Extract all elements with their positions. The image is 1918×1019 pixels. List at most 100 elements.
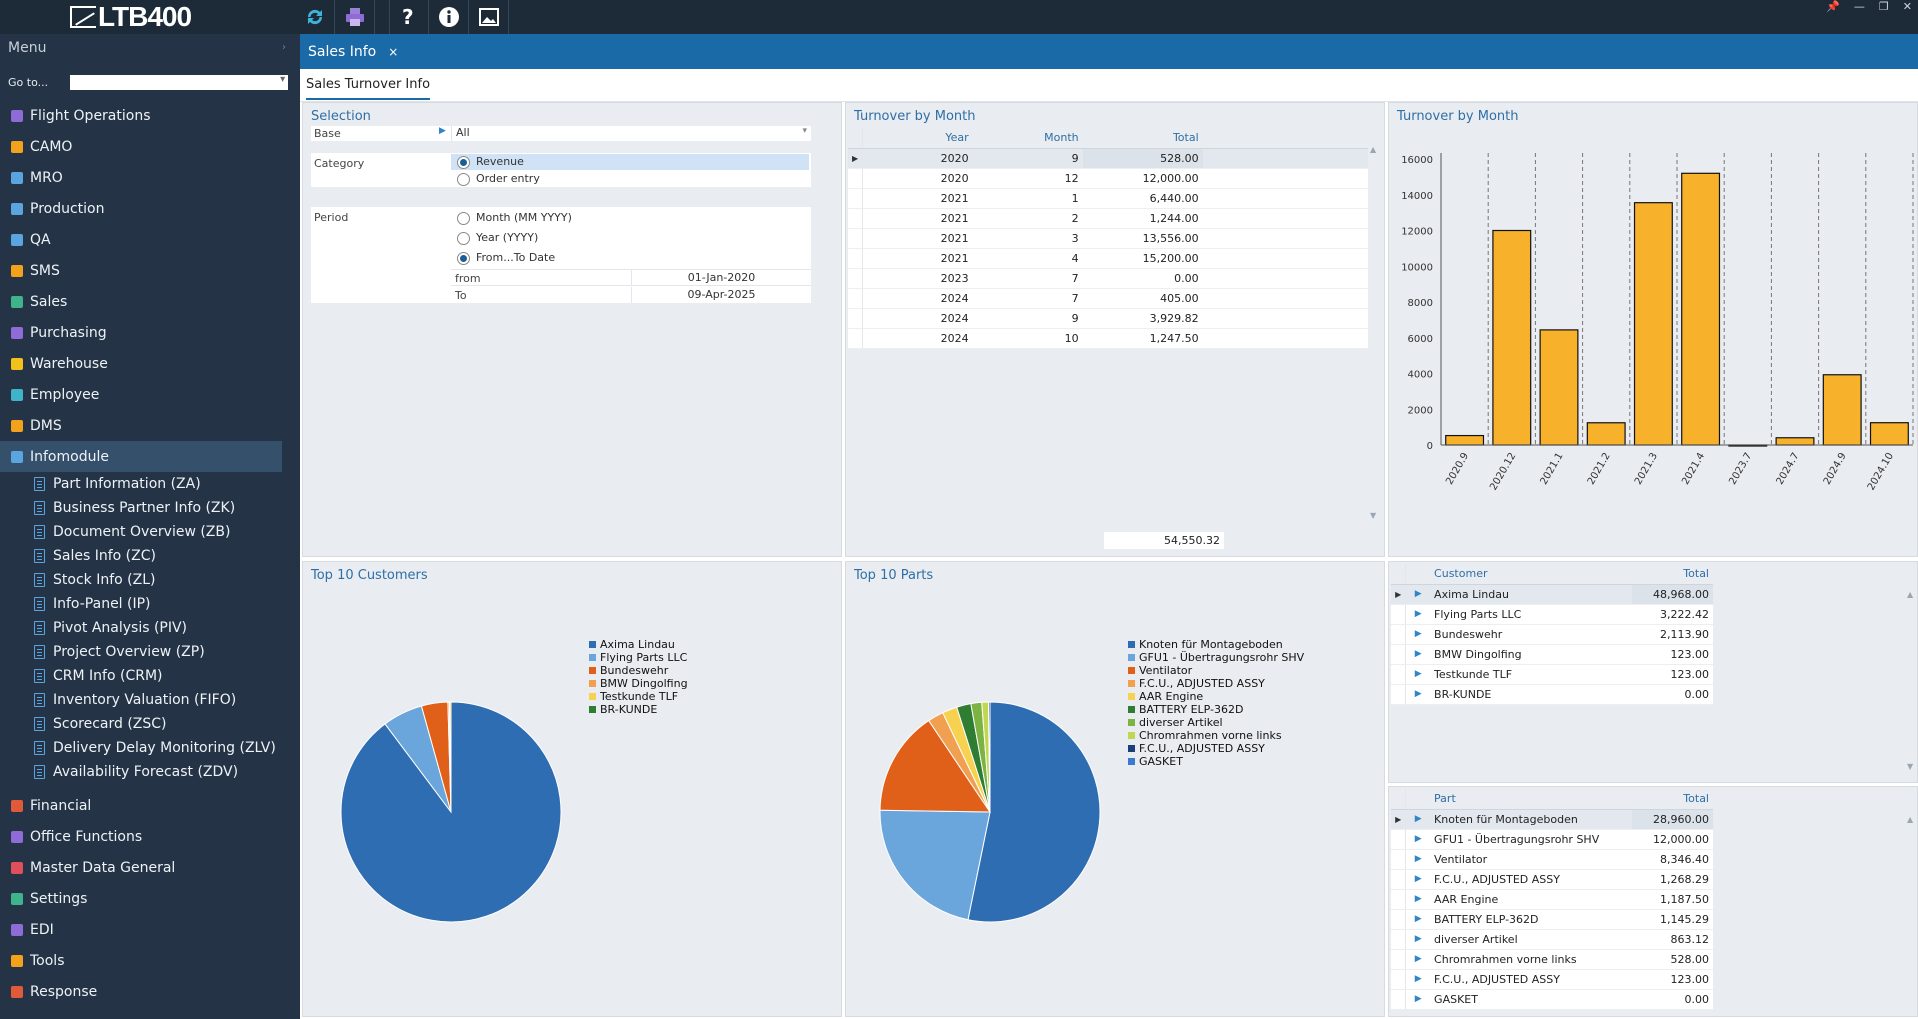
expand-row-icon[interactable]: ▶ [1405,869,1431,890]
table-row[interactable]: ▶ BATTERY ELP-362D 1,145.29 [1391,909,1713,930]
radio-from-to[interactable]: From...To Date [451,249,555,267]
sidebar-item-employee[interactable]: Employee [0,379,300,410]
expand-row-icon[interactable]: ▶ [1405,829,1431,850]
subtab-sales-turnover[interactable]: Sales Turnover Info [306,77,431,100]
collapse-icon[interactable]: › [282,42,286,53]
sidebar-item-tools[interactable]: Tools [0,945,300,976]
expand-row-icon[interactable]: ▶ [1405,969,1431,990]
radio-revenue[interactable]: Revenue [451,154,809,170]
subitem-delivery-delay-monitoring-zlv[interactable]: Delivery Delay Monitoring (ZLV) [0,736,300,760]
table-row[interactable]: ▶ BMW Dingolfing 123.00 [1391,644,1713,665]
table-row[interactable]: 2021 3 13,556.00 [848,228,1368,249]
table-row[interactable]: ▶ Testkunde TLF 123.00 [1391,664,1713,685]
subitem-stock-info-zl[interactable]: Stock Info (ZL) [0,568,300,592]
table-row[interactable]: ▶ AAR Engine 1,187.50 [1391,889,1713,910]
image-icon[interactable] [469,0,509,34]
table-row[interactable]: ▶ 2020 9 528.00 [848,148,1368,169]
sidebar-item-qa[interactable]: QA [0,224,300,255]
subitem-part-information-za[interactable]: Part Information (ZA) [0,472,300,496]
expand-row-icon[interactable]: ▶ [1405,929,1431,950]
subitem-pivot-analysis-piv[interactable]: Pivot Analysis (PIV) [0,616,300,640]
scroll-down-icon[interactable]: ▼ [1907,762,1914,771]
expand-row-icon[interactable]: ▶ [1405,949,1431,970]
sidebar-item-master-data-general[interactable]: Master Data General [0,852,300,883]
tab-close-icon[interactable]: × [388,44,399,59]
expand-row-icon[interactable]: ▶ [1405,889,1431,910]
sidebar-item-response[interactable]: Response [0,976,300,1007]
expand-row-icon[interactable]: ▶ [1405,684,1431,705]
refresh-icon[interactable] [295,0,335,34]
table-row[interactable]: 2023 7 0.00 [848,268,1368,289]
sidebar-item-settings[interactable]: Settings [0,883,300,914]
subitem-business-partner-info-zk[interactable]: Business Partner Info (ZK) [0,496,300,520]
tab-sales-info[interactable]: Sales Info × [300,34,407,69]
column-header[interactable]: Total [1632,564,1713,585]
expand-row-icon[interactable]: ▶ [1405,849,1431,870]
expand-row-icon[interactable]: ▶ [1405,644,1431,665]
table-row[interactable]: ▶ GFU1 - Übertragungsrohr SHV 12,000.00 [1391,829,1713,850]
sidebar-item-sms[interactable]: SMS [0,255,300,286]
column-header[interactable]: Part [1430,789,1633,810]
minimize-icon[interactable]: — [1853,0,1865,13]
expand-row-icon[interactable]: ▶ [1405,664,1431,685]
to-date-input[interactable]: 09-Apr-2025 [631,287,811,303]
subitem-inventory-valuation-fifo[interactable]: Inventory Valuation (FIFO) [0,688,300,712]
table-row[interactable]: 2024 9 3,929.82 [848,308,1368,329]
goto-combobox[interactable] [70,74,289,90]
base-expand-icon[interactable]: ▶ [439,126,446,136]
expand-row-icon[interactable]: ▶ [1405,624,1431,645]
column-header[interactable]: Total [1632,789,1713,810]
expand-row-icon[interactable]: ▶ [1405,604,1431,625]
table-row[interactable]: ▶ ▶ Axima Lindau 48,968.00 [1391,584,1713,605]
restore-icon[interactable]: ❐ [1878,0,1889,13]
expand-row-icon[interactable]: ▶ [1405,989,1431,1010]
sidebar-item-infomodule[interactable]: Infomodule [0,441,282,472]
radio-order-entry[interactable]: Order entry [451,171,809,187]
expand-row-icon[interactable]: ▶ [1405,809,1431,830]
scroll-up-icon[interactable]: ▲ [1907,590,1914,599]
sidebar-item-dms[interactable]: DMS [0,410,300,441]
radio-year[interactable]: Year (YYYY) [451,229,538,247]
table-row[interactable]: 2021 2 1,244.00 [848,208,1368,229]
sidebar-item-camo[interactable]: CAMO [0,131,300,162]
table-row[interactable]: 2024 10 1,247.50 [848,328,1368,349]
subitem-availability-forecast-zdv[interactable]: Availability Forecast (ZDV) [0,760,300,784]
sidebar-item-flight-operations[interactable]: Flight Operations [0,100,300,131]
table-row[interactable]: ▶ Flying Parts LLC 3,222.42 [1391,604,1713,625]
table-row[interactable]: 2020 12 12,000.00 [848,168,1368,189]
column-header[interactable]: Customer [1430,564,1633,585]
table-row[interactable]: ▶ Bundeswehr 2,113.90 [1391,624,1713,645]
sidebar-item-sales[interactable]: Sales [0,286,300,317]
sidebar-item-purchasing[interactable]: Purchasing [0,317,300,348]
sidebar-item-edi[interactable]: EDI [0,914,300,945]
sidebar-item-financial[interactable]: Financial [0,790,300,821]
table-row[interactable]: ▶ BR-KUNDE 0.00 [1391,684,1713,705]
subitem-document-overview-zb[interactable]: Document Overview (ZB) [0,520,300,544]
radio-month[interactable]: Month (MM YYYY) [451,209,572,227]
table-row[interactable]: ▶ ▶ Knoten für Montageboden 28,960.00 [1391,809,1713,830]
table-row[interactable]: ▶ F.C.U., ADJUSTED ASSY 1,268.29 [1391,869,1713,890]
sidebar-item-office-functions[interactable]: Office Functions [0,821,300,852]
pin-icon[interactable]: 📌 [1826,0,1840,13]
sidebar-item-mro[interactable]: MRO [0,162,300,193]
table-row[interactable]: 2021 4 15,200.00 [848,248,1368,269]
column-header[interactable]: Month [972,128,1083,149]
scroll-down-icon[interactable]: ▼ [1370,511,1377,520]
from-date-input[interactable]: 01-Jan-2020 [631,270,811,286]
column-header[interactable]: Year [862,128,973,149]
subitem-info-panel-ip[interactable]: Info-Panel (IP) [0,592,300,616]
subitem-project-overview-zp[interactable]: Project Overview (ZP) [0,640,300,664]
table-row[interactable]: ▶ Chromrahmen vorne links 528.00 [1391,949,1713,970]
expand-row-icon[interactable]: ▶ [1405,584,1431,605]
table-row[interactable]: ▶ Ventilator 8,346.40 [1391,849,1713,870]
base-combobox[interactable]: All ▾ [451,126,811,141]
table-row[interactable]: 2021 1 6,440.00 [848,188,1368,209]
subitem-scorecard-zsc[interactable]: Scorecard (ZSC) [0,712,300,736]
scroll-up-icon[interactable]: ▲ [1907,815,1914,824]
help-icon[interactable]: ? [389,0,429,34]
subitem-sales-info-zc[interactable]: Sales Info (ZC) [0,544,300,568]
scroll-up-icon[interactable]: ▲ [1370,145,1377,154]
expand-row-icon[interactable]: ▶ [1405,909,1431,930]
table-row[interactable]: ▶ F.C.U., ADJUSTED ASSY 123.00 [1391,969,1713,990]
sidebar-item-production[interactable]: Production [0,193,300,224]
